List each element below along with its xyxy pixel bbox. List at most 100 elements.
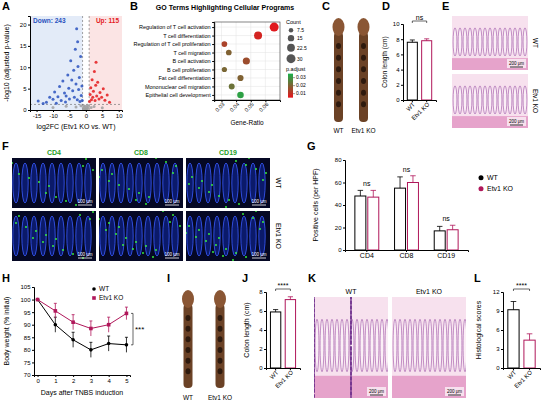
tick: 3	[496, 346, 503, 352]
point	[81, 99, 84, 102]
pellet	[336, 101, 341, 107]
tick-mark	[37, 110, 38, 112]
tick-label: 1	[54, 378, 58, 384]
scale-label: 200 μm	[369, 389, 384, 394]
tick-mark	[343, 183, 345, 184]
axis-title: Colon length (cm)	[381, 36, 389, 87]
fluorescence-image	[186, 158, 270, 208]
legend-size	[289, 28, 294, 33]
point	[78, 76, 81, 79]
tick-label: B cell proliferation	[167, 67, 211, 73]
tick-label: 4	[107, 378, 111, 384]
tick: 0	[23, 107, 30, 113]
tick: 20	[20, 22, 30, 28]
scale-label: 200 μm	[509, 119, 524, 124]
dot	[270, 23, 279, 32]
point	[63, 91, 66, 94]
tick: 5	[125, 375, 129, 384]
scale-label: 100 μm	[251, 199, 266, 204]
tick-label: 20	[20, 22, 27, 28]
significance: ****	[516, 282, 527, 289]
error-cap	[437, 226, 442, 227]
grid-line	[214, 77, 280, 78]
point	[55, 102, 58, 105]
tick-mark	[401, 100, 403, 101]
point	[80, 94, 83, 97]
tick-mark	[212, 86, 214, 87]
point	[90, 106, 93, 109]
error-cap	[107, 317, 110, 318]
group-count: Down: 243	[33, 17, 66, 24]
point	[125, 312, 129, 316]
tick: 1	[54, 375, 58, 384]
tick-mark	[28, 89, 30, 90]
point	[61, 79, 64, 82]
point	[89, 93, 92, 96]
colorbar	[288, 74, 293, 98]
pellet	[218, 326, 223, 332]
axis-line	[212, 23, 215, 101]
tick-mark	[55, 375, 56, 377]
tick-label: 10	[393, 21, 400, 27]
point	[94, 99, 97, 102]
column-label: CD8	[134, 149, 148, 156]
tick-label: -10	[49, 113, 58, 119]
point	[125, 343, 129, 347]
tick-mark	[501, 292, 503, 293]
axis-line	[267, 369, 301, 371]
tick-mark	[212, 53, 214, 54]
tick-label: CD19	[437, 252, 455, 259]
tick: 6	[496, 327, 503, 333]
tick-label: 5	[125, 378, 129, 384]
scale-bar-ground	[367, 387, 386, 396]
pellet	[218, 336, 223, 342]
axis-title: Histological scores	[475, 300, 483, 359]
scale-bar	[78, 258, 92, 259]
point	[79, 104, 82, 107]
dot	[243, 57, 250, 64]
tick-mark	[38, 375, 39, 377]
error-cap	[89, 320, 92, 321]
tick-mark	[264, 349, 266, 350]
tick-mark	[28, 25, 30, 26]
dot	[237, 92, 244, 99]
tick: 10	[116, 110, 123, 119]
tick: 9	[496, 308, 503, 314]
tick-mark	[32, 325, 34, 326]
point	[68, 97, 71, 100]
error-bar	[400, 177, 401, 188]
legend-label: 15	[297, 35, 303, 41]
point	[89, 86, 92, 89]
line	[38, 300, 127, 329]
point	[79, 55, 82, 58]
tick: 2	[259, 346, 266, 352]
axis: Regulation of T cell activationT cell di…	[134, 23, 215, 101]
scale-label: 100 μm	[164, 199, 179, 204]
pellet	[186, 336, 191, 342]
axis-line	[401, 25, 404, 101]
photo-label: Etv1 KO	[208, 394, 232, 401]
point	[102, 87, 105, 90]
error-bar	[513, 302, 514, 310]
tick-mark	[264, 330, 266, 331]
point	[83, 108, 86, 110]
colon-photo	[182, 290, 194, 388]
tick-mark	[401, 54, 403, 55]
point	[45, 101, 48, 104]
colorbar-label: 0.02	[296, 82, 306, 88]
error-cap	[397, 176, 402, 177]
point	[80, 85, 83, 88]
column-label: CD19	[219, 149, 237, 156]
legend-title: Count	[286, 19, 301, 25]
point	[60, 99, 63, 102]
tick: Etv1 KO	[513, 368, 533, 389]
scale-label: 200 μm	[447, 389, 462, 394]
tick: CD4	[360, 250, 374, 259]
point	[65, 94, 68, 97]
colorbar-label: 0.03	[296, 74, 306, 80]
point	[98, 97, 101, 100]
bar	[407, 183, 418, 251]
scale-bar	[448, 395, 461, 396]
point	[90, 98, 93, 101]
scale-label: 100 μm	[77, 199, 92, 204]
